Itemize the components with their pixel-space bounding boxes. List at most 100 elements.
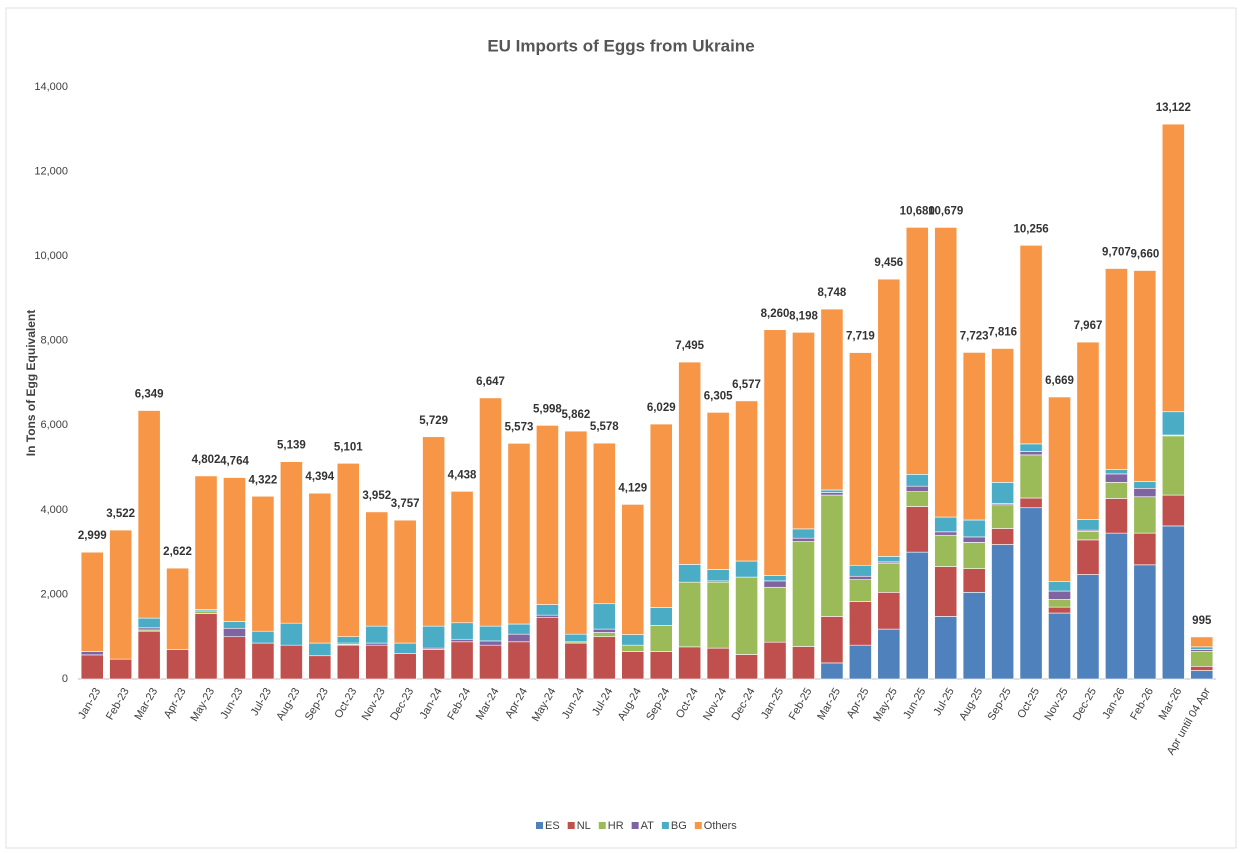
bar-segment: [649, 423, 673, 608]
bar-segment: [450, 638, 474, 643]
bar-segment: [422, 625, 446, 649]
bar-segment: [564, 430, 588, 635]
total-label: 7,495: [675, 340, 704, 352]
bar-segment: [1105, 482, 1128, 499]
bar-segment: [1076, 519, 1100, 531]
x-tick-label: Mar-24: [474, 686, 502, 722]
bar-segment: [223, 621, 246, 629]
bar-segment: [991, 544, 1015, 680]
bar-segment: [1048, 581, 1071, 592]
x-tick-label: Jul-25: [931, 686, 956, 718]
x-tick-label: Sep-24: [644, 686, 672, 723]
bar-segment: [763, 580, 787, 588]
bar-segment: [1190, 646, 1214, 650]
bar-segment: [1019, 451, 1043, 456]
bar-segment: [678, 581, 702, 648]
bar-segment: [649, 651, 673, 680]
x-tick-label: Nov-24: [701, 686, 729, 723]
x-tick-label: Jan-26: [1100, 686, 1127, 721]
bar-segment: [991, 348, 1015, 483]
bar-segment: [763, 575, 787, 582]
total-label: 7,719: [846, 331, 875, 343]
bar-segment: [279, 461, 303, 624]
bar-segment: [877, 628, 901, 680]
bar-segment: [621, 644, 645, 652]
bar-segment: [166, 567, 189, 650]
bar-segment: [365, 511, 389, 627]
bar-segment: [223, 627, 246, 638]
total-label: 6,305: [704, 390, 733, 402]
total-label: 5,578: [590, 421, 619, 433]
total-label: 5,729: [419, 415, 448, 427]
bar-segment: [792, 541, 815, 647]
bar-segment: [877, 278, 901, 557]
x-tick-label: May-25: [871, 686, 900, 724]
bar-segment: [1019, 245, 1043, 445]
bar-segment: [308, 655, 332, 680]
total-label: 5,101: [334, 441, 363, 453]
x-tick-label: Jul-24: [590, 686, 615, 718]
bar-segment: [1190, 670, 1214, 680]
bar-segment: [706, 412, 730, 570]
total-label: 6,669: [1045, 375, 1074, 387]
total-label: 3,757: [391, 498, 420, 510]
legend-label: AT: [641, 820, 655, 832]
bar-segment: [649, 624, 673, 652]
legend-label: ES: [545, 820, 560, 832]
x-tick-label: Dec-23: [388, 686, 416, 723]
bar-segment: [1019, 454, 1043, 499]
bar-segment: [1048, 396, 1071, 582]
bar-segment: [1190, 636, 1214, 648]
y-tick-label: 10,000: [34, 250, 68, 262]
bar-segment: [1133, 532, 1157, 566]
bar-segment: [223, 477, 246, 622]
bar-segment: [279, 644, 303, 680]
y-tick-label: 14,000: [34, 81, 68, 93]
x-tick-label: Dec-25: [1071, 686, 1099, 723]
bar-segment: [1190, 666, 1214, 671]
bar-segment: [137, 410, 161, 619]
bar-segment: [308, 492, 332, 644]
bar-segment: [792, 528, 815, 539]
x-tick-label: Feb-25: [787, 686, 815, 722]
x-tick-label: Nov-25: [1043, 686, 1071, 723]
bar-segment: [450, 491, 474, 624]
bar-segment: [621, 504, 645, 635]
bar-segment: [735, 654, 758, 680]
bar-segment: [1076, 539, 1100, 575]
x-tick-label: Feb-24: [445, 686, 473, 722]
x-tick-label: Jun-23: [218, 686, 245, 721]
bar-segment: [1161, 123, 1185, 413]
x-tick-label: Jun-24: [560, 686, 587, 721]
total-label: 3,522: [106, 508, 135, 520]
bar-segment: [763, 329, 787, 576]
bar-segment: [1105, 532, 1128, 680]
bar-segment: [365, 625, 389, 644]
bar-segment: [991, 482, 1015, 504]
bar-segment: [422, 649, 446, 680]
x-tick-label: Jan-25: [759, 686, 786, 721]
bar-segment: [1190, 649, 1214, 652]
bar-segment: [80, 654, 104, 680]
bar-segment: [1019, 507, 1043, 680]
bar-segment: [706, 647, 730, 680]
x-tick-label: Oct-23: [332, 686, 359, 721]
bar-segment: [194, 613, 218, 680]
bar-segment: [80, 551, 104, 652]
bar-segment: [820, 492, 844, 496]
bar-segment: [365, 644, 389, 680]
x-tick-label: Jun-25: [901, 686, 928, 721]
total-label: 4,764: [220, 456, 249, 468]
total-label: 6,577: [732, 379, 761, 391]
bar-segment: [962, 352, 986, 521]
bar-segment: [507, 623, 531, 635]
bar-segment: [251, 495, 275, 632]
x-tick-label: Oct-25: [1015, 686, 1042, 721]
bar-segment: [1048, 612, 1071, 680]
bar-segment: [649, 607, 673, 626]
x-tick-label: Dec-24: [730, 686, 758, 723]
total-label: 5,139: [277, 440, 306, 452]
y-axis-label: In Tons of Egg Equivalent: [24, 310, 38, 456]
bar-segment: [450, 641, 474, 680]
